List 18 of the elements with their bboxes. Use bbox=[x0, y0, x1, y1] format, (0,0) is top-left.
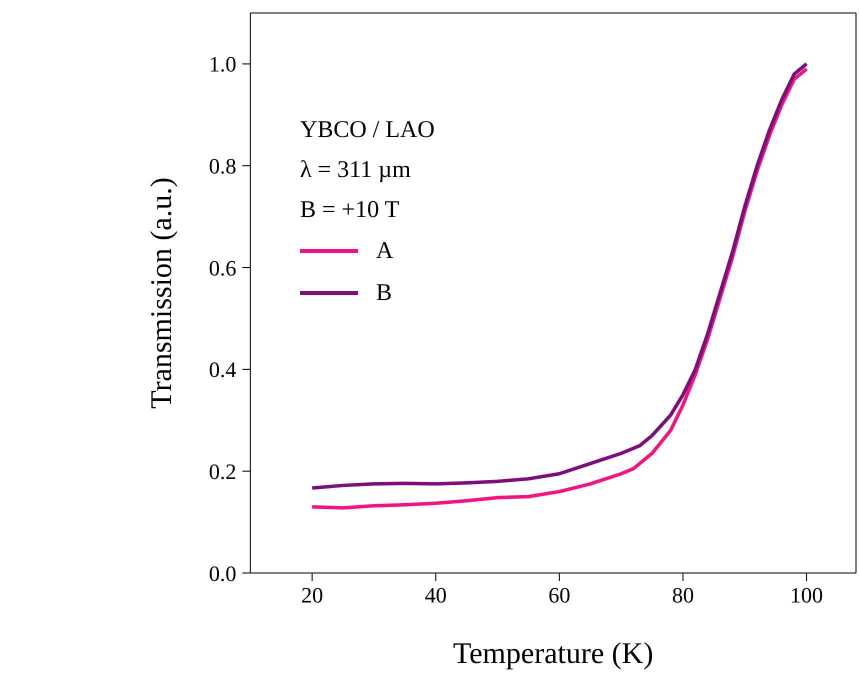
x-tick-label: 40 bbox=[424, 582, 447, 608]
y-tick-label: 0.4 bbox=[208, 357, 236, 382]
x-tick-label: 20 bbox=[301, 582, 324, 608]
annotation: λ = 311 µm bbox=[300, 156, 412, 185]
legend-label: A bbox=[376, 238, 394, 264]
y-tick-label: 0.0 bbox=[208, 560, 236, 586]
legend-label: B bbox=[376, 280, 392, 306]
y-tick-label: 0.2 bbox=[208, 458, 236, 484]
y-tick-label: 1.0 bbox=[208, 52, 236, 77]
y-tick-label: 0.8 bbox=[208, 154, 236, 179]
x-axis-title: Temperature (K) bbox=[453, 637, 654, 670]
x-tick-label: 60 bbox=[548, 582, 570, 608]
y-axis-title: Transmission (a.u.) bbox=[144, 177, 178, 409]
x-tick-label: 100 bbox=[790, 582, 824, 608]
annotation: B = +10 T bbox=[300, 196, 400, 225]
x-tick-label: 80 bbox=[672, 582, 694, 608]
annotation: YBCO / LAO bbox=[300, 116, 435, 145]
y-tick-label: 0.6 bbox=[208, 255, 236, 280]
